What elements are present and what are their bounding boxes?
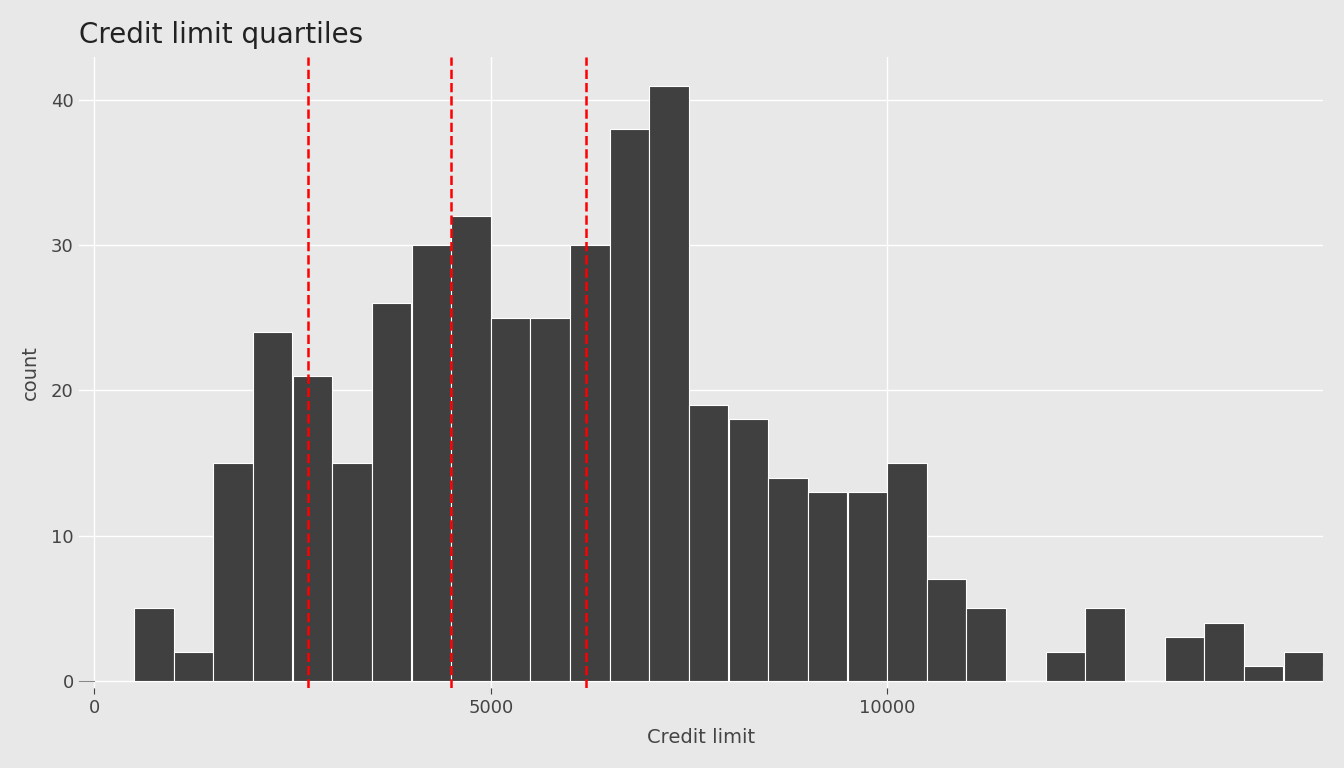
Bar bbox=[1086, 608, 1125, 680]
Bar bbox=[808, 492, 847, 680]
Bar bbox=[1165, 637, 1204, 680]
X-axis label: Credit limit: Credit limit bbox=[646, 728, 755, 747]
Bar bbox=[253, 333, 293, 680]
Bar bbox=[134, 608, 173, 680]
Bar bbox=[966, 608, 1005, 680]
Bar bbox=[1204, 623, 1243, 680]
Bar bbox=[848, 492, 887, 680]
Bar bbox=[372, 303, 411, 680]
Bar bbox=[769, 478, 808, 680]
Bar bbox=[728, 419, 767, 680]
Bar bbox=[610, 129, 649, 680]
Bar bbox=[293, 376, 332, 680]
Bar bbox=[1046, 652, 1085, 680]
Bar bbox=[570, 245, 610, 680]
Bar bbox=[927, 579, 966, 680]
Bar bbox=[452, 217, 491, 680]
Bar bbox=[689, 405, 728, 680]
Bar bbox=[214, 463, 253, 680]
Bar bbox=[887, 463, 926, 680]
Bar bbox=[491, 318, 531, 680]
Bar bbox=[1245, 666, 1284, 680]
Bar bbox=[531, 318, 570, 680]
Bar bbox=[173, 652, 214, 680]
Bar bbox=[1284, 652, 1322, 680]
Bar bbox=[649, 86, 689, 680]
Y-axis label: count: count bbox=[22, 345, 40, 400]
Bar bbox=[411, 245, 452, 680]
Text: Credit limit quartiles: Credit limit quartiles bbox=[78, 21, 363, 49]
Bar bbox=[332, 463, 372, 680]
Bar bbox=[1322, 666, 1344, 680]
